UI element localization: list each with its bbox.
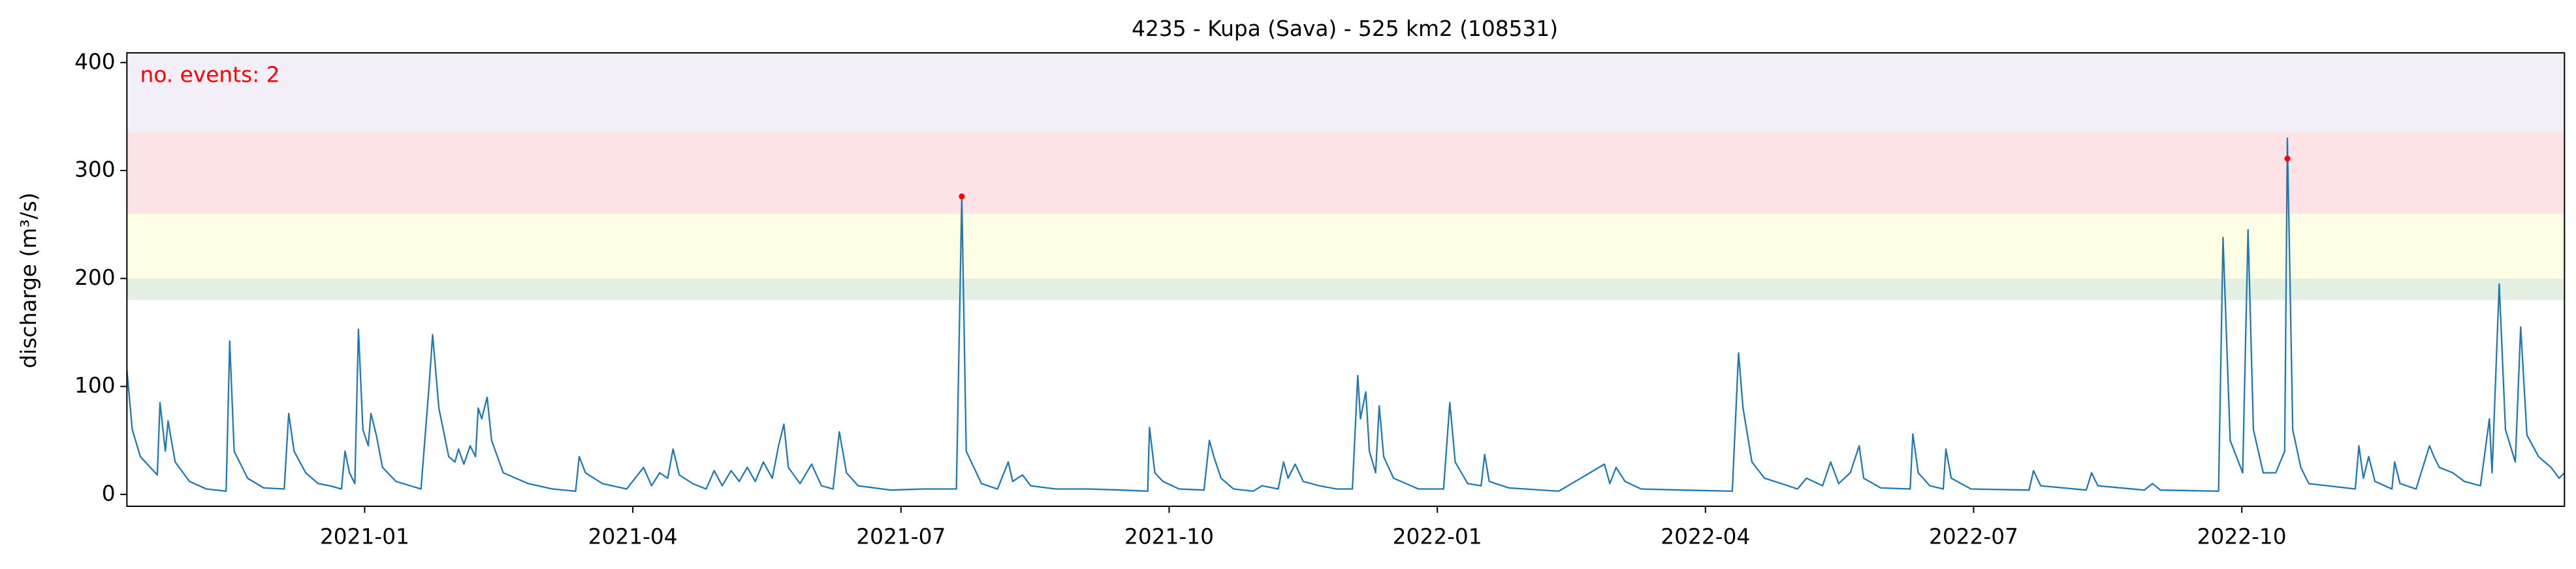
x-tick-label: 2022-01: [1393, 524, 1482, 549]
plot-frame: [126, 52, 2566, 507]
y-tick-label: 200: [74, 265, 116, 290]
x-tick-label: 2021-07: [856, 524, 946, 549]
x-tick-label: 2021-01: [320, 524, 409, 549]
chart-title: 4235 - Kupa (Sava) - 525 km2 (108531): [1132, 16, 1558, 41]
y-tick-label: 0: [102, 481, 116, 506]
threshold-band: [127, 278, 2565, 301]
discharge-line: [126, 137, 2566, 492]
event-count: no. events: 2: [140, 63, 280, 88]
y-axis-label: discharge (m³/s): [16, 193, 41, 368]
x-tick-label: 2021-10: [1124, 524, 1214, 549]
x-tick-label: 2022-04: [1661, 524, 1750, 549]
x-tick-label: 2022-10: [2197, 524, 2287, 549]
x-tick-label: 2022-07: [1929, 524, 2018, 549]
y-tick-label: 100: [74, 373, 116, 398]
event-marker: [2284, 155, 2291, 162]
x-tick-label: 2021-04: [588, 524, 678, 549]
y-tick-label: 300: [74, 157, 116, 182]
event-marker: [959, 193, 965, 200]
threshold-band: [127, 214, 2565, 279]
threshold-band: [127, 133, 2565, 214]
y-tick-label: 400: [74, 49, 116, 74]
threshold-band: [127, 52, 2565, 133]
